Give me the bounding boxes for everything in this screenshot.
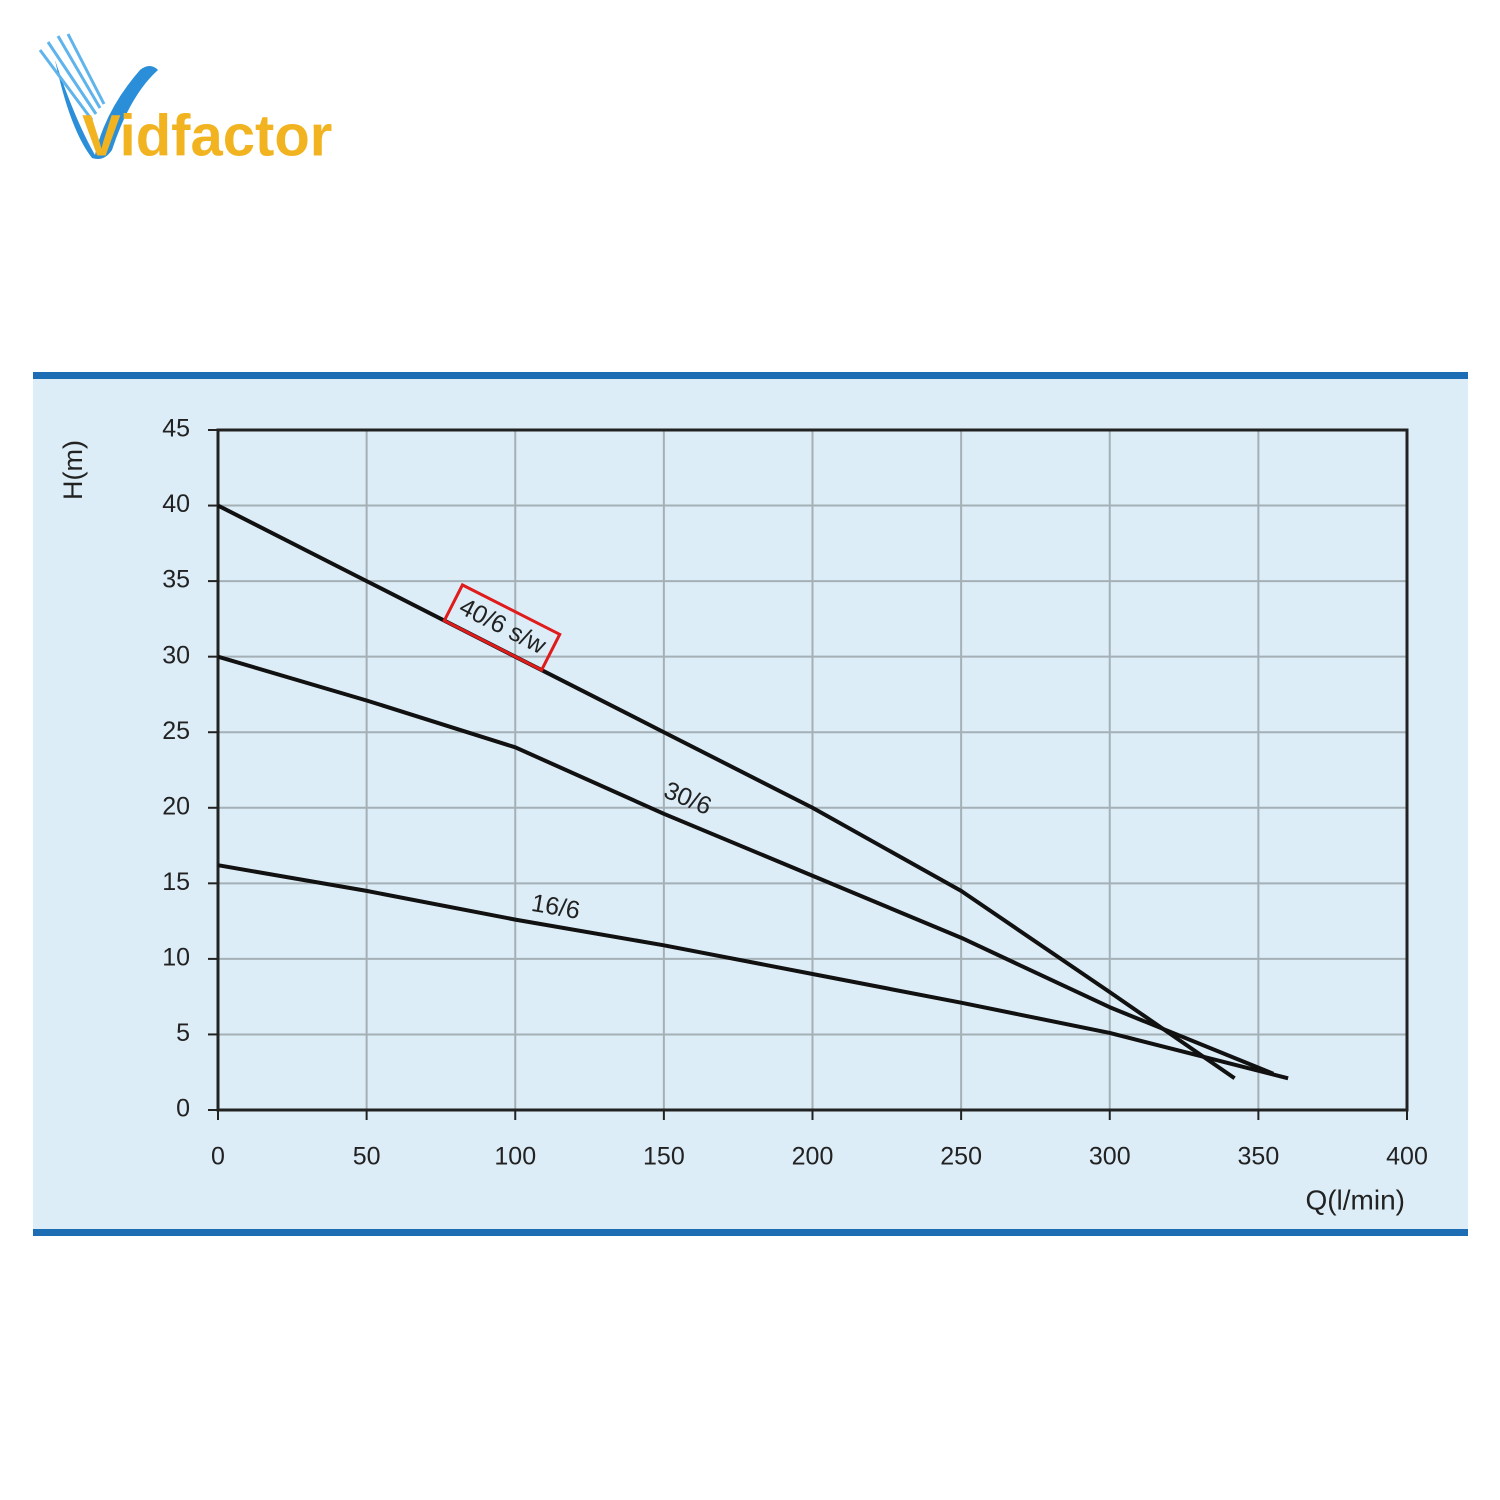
plot-frame (216, 428, 1409, 1112)
panel-border (33, 1229, 1468, 1236)
y-tick-label: 20 (162, 792, 190, 820)
x-tick-label: 350 (1238, 1143, 1280, 1171)
y-tick-label: 15 (162, 868, 190, 896)
y-axis-label: H(m) (58, 440, 88, 500)
panel (33, 372, 1468, 1236)
y-tick-label: 35 (162, 566, 190, 594)
line (217, 503, 1236, 1080)
x-tick-label: 300 (1089, 1143, 1131, 1171)
x-tick-label: 0 (211, 1143, 225, 1171)
y-tick-label: 30 (162, 641, 190, 669)
y-tick-label: 0 (176, 1095, 190, 1123)
x-tick-label: 250 (940, 1143, 982, 1171)
y-tick-label: 45 (162, 415, 190, 443)
x-tick-label: 150 (643, 1143, 685, 1171)
highlight-box (442, 582, 562, 673)
logo: Vidfactor (82, 103, 332, 168)
logo-mark (38, 33, 158, 159)
x-axis-label: Q(l/min) (1305, 1184, 1405, 1215)
y-tick-label: 25 (162, 717, 190, 745)
y-tick-label: 10 (162, 943, 190, 971)
line (217, 863, 1289, 1081)
line (217, 654, 1274, 1076)
y-tick-label: 40 (162, 490, 190, 518)
x-tick-label: 100 (494, 1143, 536, 1171)
x-tick-label: 200 (792, 1143, 834, 1171)
y-tick-label: 5 (176, 1019, 190, 1047)
panel-border (33, 372, 1468, 379)
x-tick-label: 50 (353, 1143, 381, 1171)
x-tick-label: 400 (1386, 1143, 1428, 1171)
